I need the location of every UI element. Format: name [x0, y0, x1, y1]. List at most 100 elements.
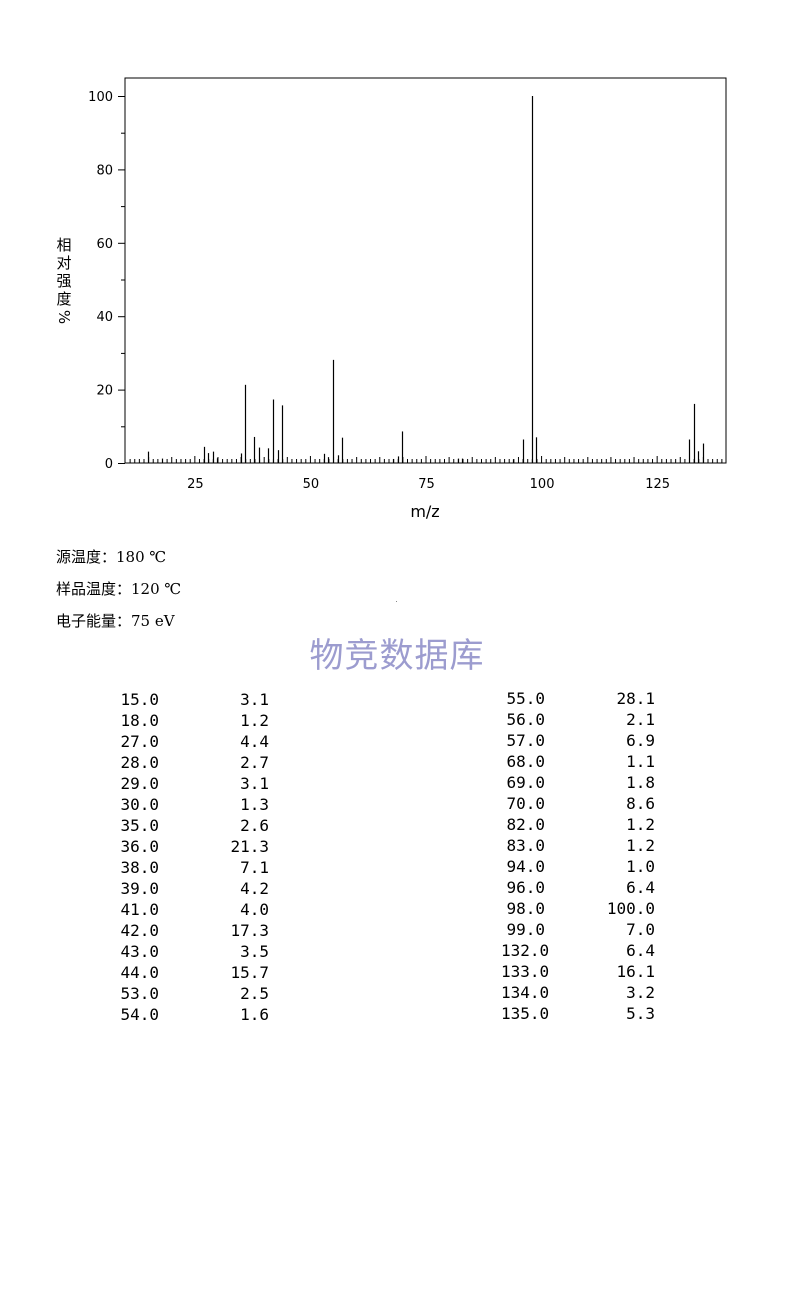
peak-table-row: 99.0 7.0	[501, 919, 655, 940]
mz-value: 27.0	[120, 732, 159, 751]
intensity-value: 4.2	[240, 879, 269, 898]
intensity-value: 3.1	[240, 774, 269, 793]
peak-table-row: 44.0 15.7	[115, 962, 269, 983]
y-axis-label-char: 相	[56, 236, 72, 254]
peak-table-row: 39.0 4.2	[115, 878, 269, 899]
intensity-value: 4.0	[240, 900, 269, 919]
electron-energy: 电子能量：75 eV	[56, 610, 175, 631]
sample-temperature: 样品温度：120 ℃	[56, 578, 181, 599]
watermark: 物竞数据库	[309, 636, 485, 676]
intensity-value: 3.1	[240, 690, 269, 709]
mz-value: 54.0	[120, 1005, 159, 1024]
y-tick-label: 100	[88, 90, 113, 105]
intensity-value: 5.3	[626, 1004, 655, 1023]
y-axis-label-char: 对	[56, 254, 72, 272]
mz-value: 133.0	[501, 962, 550, 981]
tick-labels: 25 50 75 100 125 0 20 40 60 80 100	[88, 90, 670, 492]
dot-mark	[396, 601, 397, 602]
peak-table-row: 53.0 2.5	[115, 983, 269, 1004]
mz-value: 30.0	[120, 795, 159, 814]
peak-table-row: 35.0 2.6	[115, 815, 269, 836]
mz-value: 36.0	[120, 837, 159, 856]
mz-value: 44.0	[120, 963, 159, 982]
mz-value: 98.0	[506, 899, 545, 918]
mz-value: 135.0	[501, 1004, 550, 1023]
peak-table-row: 70.0 8.6	[501, 793, 655, 814]
intensity-value: 7.1	[240, 858, 269, 877]
peak-table-row: 29.0 3.1	[115, 773, 269, 794]
y-tick-label: 0	[105, 457, 113, 472]
intensity-value: 2.1	[626, 710, 655, 729]
peak-table-row: 41.0 4.0	[115, 899, 269, 920]
y-axis-label-char: %	[55, 309, 73, 325]
peak-table-right: 55.0 28.1 56.0 2.1 57.0 6.9 68.0 1.1 69.0 1.8 70.0…	[501, 688, 655, 1024]
mz-value: 132.0	[501, 941, 550, 960]
electron-energy-label: 电子能量：	[56, 612, 132, 630]
peak-table-row: 94.0 1.0	[501, 856, 655, 877]
plot-frame	[124, 77, 727, 464]
intensity-value: 1.0	[626, 857, 655, 876]
peak-table-row: 42.0 17.3	[115, 920, 269, 941]
peak-table-row: 43.0 3.5	[115, 941, 269, 962]
peak-table-row: 57.0 6.9	[501, 730, 655, 751]
peak-table-row: 98.0 100.0	[501, 898, 655, 919]
mz-value: 69.0	[506, 773, 545, 792]
mz-value: 99.0	[506, 920, 545, 939]
intensity-value: 7.0	[626, 920, 655, 939]
peak-table-left: 15.0 3.1 18.0 1.2 27.0 4.4 28.0 2.7 29.0 3.1 30.0 1…	[115, 689, 269, 1025]
peak-table-row: 38.0 7.1	[115, 857, 269, 878]
intensity-value: 15.7	[230, 963, 269, 982]
sample-temperature-value: 120 ℃	[131, 580, 182, 598]
peak-table-row: 68.0 1.1	[501, 751, 655, 772]
mz-value: 38.0	[120, 858, 159, 877]
mz-value: 83.0	[506, 836, 545, 855]
mz-value: 42.0	[120, 921, 159, 940]
y-axis-label-char: 强	[56, 272, 72, 290]
y-tick-label: 80	[96, 163, 113, 178]
x-tick-label: 125	[645, 477, 670, 492]
mz-value: 53.0	[120, 984, 159, 1003]
x-tick-label: 100	[530, 477, 555, 492]
mass-spectrum-chart: 25 50 75 100 125 0 20 40 60 80 100 m/z	[88, 77, 727, 521]
y-axis-label: 相对强度%	[54, 236, 74, 326]
peak-table-row: 133.0 16.1	[501, 961, 655, 982]
intensity-value: 1.6	[240, 1005, 269, 1024]
x-tick-label: 75	[418, 477, 435, 492]
intensity-value: 21.3	[230, 837, 269, 856]
intensity-value: 3.5	[240, 942, 269, 961]
source-temperature: 源温度：180 ℃	[56, 546, 166, 567]
mz-value: 82.0	[506, 815, 545, 834]
x-tick-label: 25	[187, 477, 204, 492]
mz-value: 15.0	[120, 690, 159, 709]
intensity-value: 4.4	[240, 732, 269, 751]
source-temperature-value: 180 ℃	[116, 548, 167, 566]
intensity-value: 6.9	[626, 731, 655, 750]
mz-value: 56.0	[506, 710, 545, 729]
mz-value: 96.0	[506, 878, 545, 897]
mz-value: 39.0	[120, 879, 159, 898]
intensity-value: 2.5	[240, 984, 269, 1003]
y-tick-label: 40	[96, 310, 113, 325]
mz-value: 134.0	[501, 983, 550, 1002]
intensity-value: 6.4	[626, 941, 655, 960]
mz-value: 55.0	[506, 689, 545, 708]
intensity-value: 1.8	[626, 773, 655, 792]
intensity-value: 2.7	[240, 753, 269, 772]
peak-table-row: 69.0 1.8	[501, 772, 655, 793]
peak-table-row: 56.0 2.1	[501, 709, 655, 730]
peak-bars	[147, 96, 705, 463]
mz-value: 18.0	[120, 711, 159, 730]
y-tick-label: 20	[96, 384, 113, 399]
peak-table-row: 82.0 1.2	[501, 814, 655, 835]
x-tick-label: 50	[303, 477, 320, 492]
intensity-value: 1.2	[626, 815, 655, 834]
intensity-value: 1.2	[240, 711, 269, 730]
intensity-value: 28.1	[616, 689, 655, 708]
source-temperature-label: 源温度：	[56, 548, 117, 566]
peak-table-row: 15.0 3.1	[115, 689, 269, 710]
mz-value: 68.0	[506, 752, 545, 771]
peak-table-row: 135.0 5.3	[501, 1003, 655, 1024]
intensity-value: 16.1	[616, 962, 655, 981]
peak-table-row: 36.0 21.3	[115, 836, 269, 857]
intensity-value: 1.1	[626, 752, 655, 771]
